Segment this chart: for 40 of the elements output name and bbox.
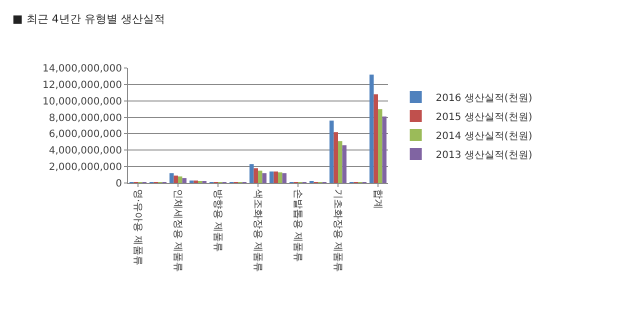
y-tick-label: 8,000,000,000 bbox=[48, 112, 122, 124]
x-tick-label: 기초화장용 제품류 bbox=[332, 189, 343, 272]
y-tick-label: 0 bbox=[116, 178, 122, 190]
y-tick-label: 14,000,000,000 bbox=[42, 64, 122, 74]
bar bbox=[254, 168, 258, 183]
bar bbox=[282, 173, 286, 183]
x-tick-label: 영·유아용 제품류 bbox=[132, 189, 143, 266]
legend-label: 2013 생산실적(천원) bbox=[436, 150, 532, 161]
bar bbox=[182, 178, 186, 183]
bar bbox=[342, 145, 346, 183]
x-tick-label: 방향용 제품류 bbox=[212, 189, 223, 252]
bar bbox=[174, 176, 178, 183]
legend-label: 2015 생산실적(천원) bbox=[436, 112, 532, 123]
bar bbox=[178, 176, 182, 183]
bar bbox=[374, 94, 378, 183]
bar bbox=[334, 132, 338, 183]
y-tick-label: 12,000,000,000 bbox=[42, 80, 122, 91]
bar bbox=[274, 172, 278, 183]
bar bbox=[338, 141, 342, 183]
bar bbox=[370, 74, 374, 183]
bar bbox=[270, 172, 274, 183]
legend-label: 2014 생산실적(천원) bbox=[436, 130, 532, 142]
y-tick-label: 6,000,000,000 bbox=[48, 129, 122, 140]
y-tick-label: 2,000,000,000 bbox=[48, 162, 122, 174]
bar bbox=[330, 120, 334, 183]
x-tick-label: 합계 bbox=[372, 189, 383, 209]
bar bbox=[278, 172, 282, 183]
bar bbox=[262, 173, 266, 183]
y-tick-label: 10,000,000,000 bbox=[42, 96, 122, 108]
bar bbox=[382, 116, 386, 183]
bar bbox=[170, 173, 174, 183]
legend-label: 2016 생산실적(천원) bbox=[436, 92, 532, 104]
y-tick-label: 4,000,000,000 bbox=[48, 146, 122, 157]
x-tick-label: 인체세정용 제품류 bbox=[172, 189, 183, 272]
x-tick-label: 손발톱용 제품류 bbox=[292, 189, 303, 262]
chart-title: ■ 최근 4년간 유형별 생산실적 bbox=[12, 12, 165, 26]
bar bbox=[250, 164, 254, 183]
bar bbox=[258, 170, 262, 183]
x-tick-label: 색조화장용 제품류 bbox=[252, 189, 263, 272]
bar bbox=[378, 109, 382, 183]
